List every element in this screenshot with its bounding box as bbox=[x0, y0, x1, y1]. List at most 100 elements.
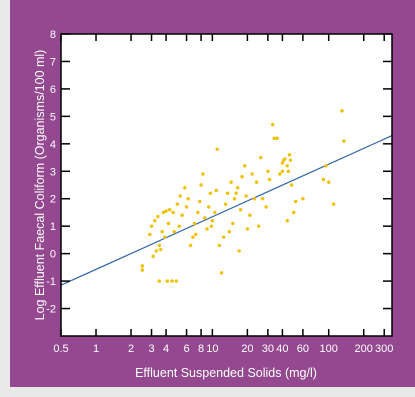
y-tick-label: -2 bbox=[46, 304, 56, 316]
data-point bbox=[191, 235, 195, 239]
y-tick-label: 8 bbox=[50, 29, 56, 41]
data-point bbox=[148, 232, 152, 237]
x-axis-label: Effluent Suspended Solids (mg/l) bbox=[135, 366, 317, 380]
data-point bbox=[254, 180, 259, 184]
data-point bbox=[291, 210, 296, 215]
x-tick-label: 20 bbox=[241, 343, 253, 355]
data-point bbox=[229, 180, 233, 184]
data-point bbox=[161, 210, 166, 215]
data-point bbox=[221, 235, 226, 239]
plot-area bbox=[61, 34, 392, 336]
y-axis-label: Log Effluent Faecal Coliform (Organisms/… bbox=[33, 50, 47, 321]
data-point bbox=[321, 177, 326, 182]
data-point bbox=[170, 279, 174, 283]
plot-border bbox=[60, 33, 393, 337]
data-point bbox=[327, 180, 331, 184]
x-tick-label: 3 bbox=[148, 343, 154, 355]
y-tick-label: 1 bbox=[50, 221, 56, 233]
data-point bbox=[286, 169, 291, 173]
data-point bbox=[175, 202, 180, 206]
data-point bbox=[154, 249, 159, 253]
data-point bbox=[278, 172, 282, 176]
data-point bbox=[174, 279, 179, 283]
data-point bbox=[166, 221, 171, 226]
x-tick-label: 4 bbox=[163, 343, 169, 355]
data-point bbox=[237, 249, 241, 253]
data-point bbox=[140, 264, 145, 268]
data-point bbox=[240, 175, 244, 179]
data-point bbox=[203, 216, 207, 220]
data-point bbox=[256, 224, 261, 228]
data-point bbox=[272, 136, 276, 141]
data-point bbox=[163, 235, 167, 239]
data-point bbox=[238, 208, 243, 212]
y-tick-label: 6 bbox=[50, 84, 56, 96]
data-point bbox=[168, 208, 172, 212]
data-point bbox=[172, 229, 176, 234]
data-point bbox=[245, 227, 250, 231]
data-point bbox=[157, 243, 162, 248]
data-point bbox=[243, 164, 247, 168]
data-point bbox=[151, 254, 155, 259]
data-point bbox=[199, 183, 203, 187]
y-tick-label: 5 bbox=[50, 111, 56, 123]
data-point bbox=[244, 194, 248, 198]
data-point bbox=[183, 186, 187, 190]
x-tick-label: 1 bbox=[93, 343, 99, 355]
y-tick-label: 2 bbox=[50, 194, 56, 206]
x-tick-label: 8 bbox=[198, 343, 204, 355]
data-point bbox=[331, 202, 336, 206]
data-point bbox=[194, 232, 198, 237]
scatter-chart: 0.5 1 2 3 4 6 8 10 20 30 40 60 100 200 300-2-101234567… bbox=[33, 29, 393, 380]
data-point bbox=[208, 191, 212, 195]
data-point bbox=[235, 186, 240, 190]
y-tick-label: 3 bbox=[50, 166, 56, 178]
data-point bbox=[215, 147, 219, 152]
data-point bbox=[285, 218, 289, 223]
data-point bbox=[275, 136, 279, 141]
chart-card: 0.5 1 2 3 4 6 8 10 20 30 40 60 100 200 300 -2 -1 0 1 2 3 4 5 6 7… bbox=[10, 0, 415, 387]
data-point bbox=[266, 169, 270, 173]
data-point bbox=[280, 169, 285, 173]
data-point bbox=[258, 155, 263, 160]
x-tick-label: 6 bbox=[183, 343, 189, 355]
x-tick-label: 10 bbox=[206, 343, 218, 355]
data-point bbox=[283, 157, 287, 161]
x-tick-label: 100 bbox=[320, 343, 338, 355]
data-point bbox=[231, 221, 235, 226]
data-point bbox=[205, 227, 209, 231]
regression-line bbox=[60, 135, 393, 286]
data-point bbox=[186, 197, 190, 201]
data-point bbox=[289, 183, 294, 187]
data-point bbox=[159, 247, 163, 252]
data-point bbox=[223, 202, 228, 206]
data-point bbox=[342, 139, 346, 143]
x-tick-label: 2 bbox=[128, 343, 134, 355]
y-tick-label: 4 bbox=[50, 139, 56, 151]
data-point bbox=[324, 164, 328, 168]
data-point bbox=[287, 153, 292, 157]
data-point bbox=[201, 172, 205, 176]
data-point bbox=[171, 210, 175, 215]
data-point bbox=[288, 158, 293, 162]
data-point bbox=[160, 229, 164, 234]
x-tick-label: 200 bbox=[355, 343, 373, 355]
data-point bbox=[192, 221, 197, 226]
data-point bbox=[156, 214, 160, 219]
data-point bbox=[217, 243, 222, 248]
data-point bbox=[214, 188, 218, 193]
data-point bbox=[234, 191, 238, 195]
data-point bbox=[153, 218, 157, 223]
data-point bbox=[252, 197, 257, 201]
data-point bbox=[248, 213, 252, 217]
data-point bbox=[209, 224, 214, 228]
data-point bbox=[157, 279, 162, 283]
data-point bbox=[301, 197, 305, 201]
data-point bbox=[177, 224, 182, 228]
data-point bbox=[140, 268, 145, 272]
data-point bbox=[250, 172, 254, 176]
data-point bbox=[198, 199, 202, 204]
data-point bbox=[219, 271, 224, 275]
y-tick-label: 7 bbox=[50, 56, 56, 68]
